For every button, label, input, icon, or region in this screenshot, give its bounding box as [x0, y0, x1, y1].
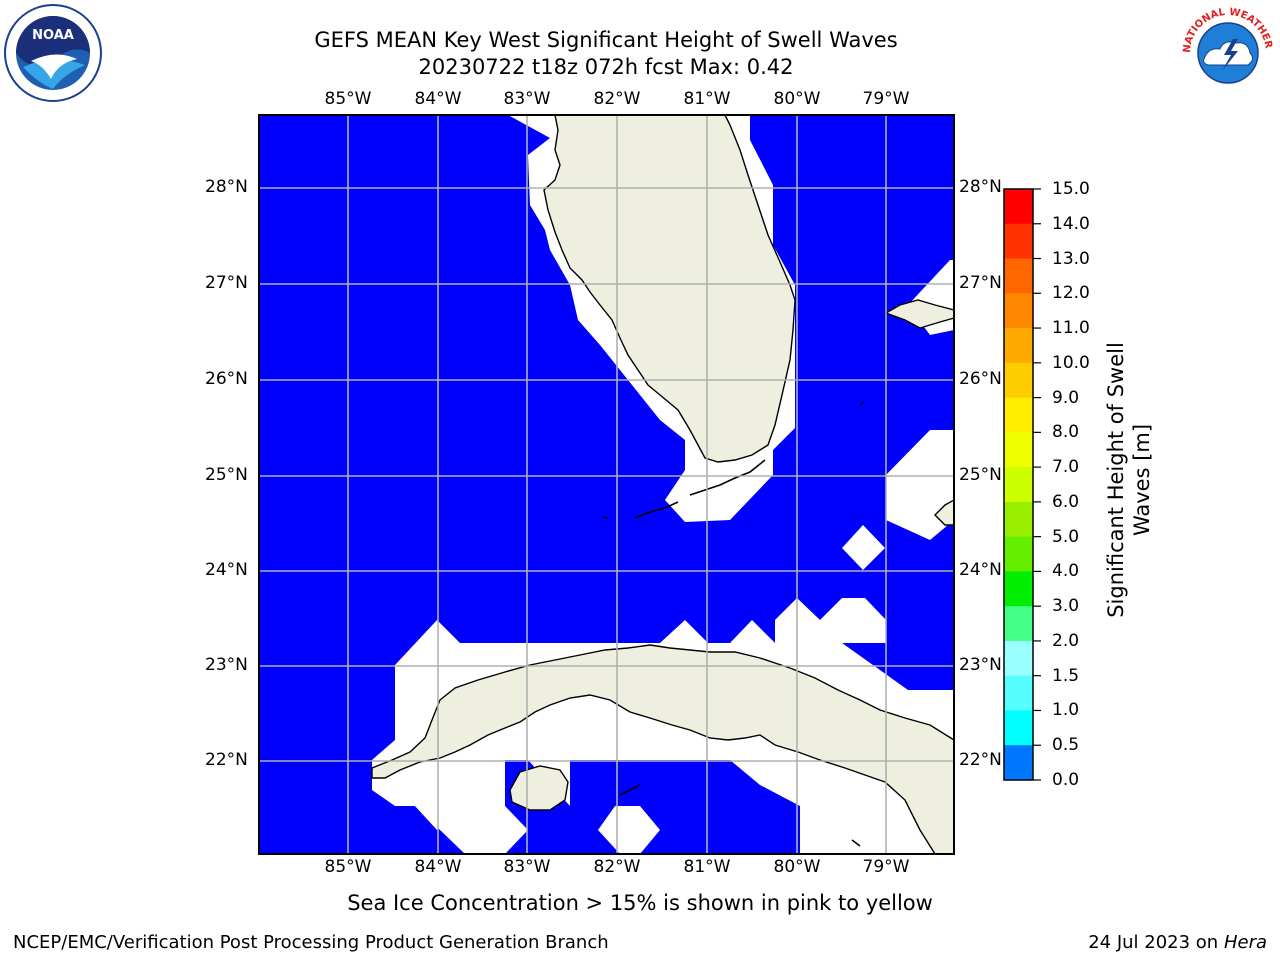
colorbar-tick: 13.0: [1052, 249, 1090, 269]
colorbar-segment: [1004, 745, 1033, 781]
colorbar-segment: [1004, 675, 1033, 711]
lat-label-left: 27°N: [205, 273, 248, 293]
footer-date-text: 24 Jul 2023 on: [1088, 932, 1224, 953]
sea-ice-note: Sea Ice Concentration > 15% is shown in …: [347, 891, 933, 915]
colorbar-tick: 10.0: [1052, 353, 1090, 373]
chart-title: GEFS MEAN Key West Significant Height of…: [314, 28, 898, 52]
islands: [602, 401, 865, 847]
lon-label-bottom: 85°W: [324, 857, 372, 877]
colorbar-segment: [1004, 571, 1033, 607]
isla-juventud: [509, 765, 569, 811]
colorbar-segment: [1004, 536, 1033, 572]
colorbar-tick: 5.0: [1052, 527, 1080, 547]
florida-land: [543, 115, 796, 463]
colorbar-tick: 0.0: [1052, 770, 1080, 790]
lat-label-left: 28°N: [205, 177, 248, 197]
lon-label-bottom: 81°W: [683, 857, 731, 877]
colorbar-segment: [1004, 606, 1033, 642]
colorbar-tick: 3.0: [1052, 596, 1080, 616]
colorbar-frame: [1003, 188, 1034, 781]
lon-label-top: 85°W: [324, 89, 372, 109]
lat-label-left: 24°N: [205, 560, 248, 580]
lon-label-bottom: 79°W: [862, 857, 910, 877]
colorbar-tick: 9.0: [1052, 388, 1080, 408]
colorbar-segment: [1004, 258, 1033, 294]
colorbar-tick: 14.0: [1052, 214, 1090, 234]
colorbar-label: Significant Height of Swell Waves [m]: [1104, 342, 1154, 618]
colorbar-segment: [1004, 397, 1033, 433]
colorbar-tick: 6.0: [1052, 492, 1080, 512]
land-masses: [371, 115, 954, 854]
colorbar-tick: 8.0: [1052, 422, 1080, 442]
lat-label-right: 23°N: [959, 655, 1002, 675]
lon-label-bottom: 80°W: [773, 857, 821, 877]
svg-text:Waves [m]: Waves [m]: [1130, 424, 1154, 536]
lat-label-right: 27°N: [959, 273, 1002, 293]
colorbar-tick: 1.0: [1052, 700, 1080, 720]
lon-label-bottom: 83°W: [503, 857, 551, 877]
map-panel: [258, 114, 955, 855]
colorbar-tick: 0.5: [1052, 735, 1080, 755]
colorbar-segment: [1004, 189, 1033, 225]
colorbar-tick: 2.0: [1052, 631, 1080, 651]
lat-label-left: 22°N: [205, 750, 248, 770]
colorbar-segment: [1004, 432, 1033, 468]
lat-label-right: 28°N: [959, 177, 1002, 197]
colorbar-tick: 12.0: [1052, 283, 1090, 303]
colorbar-tick: 1.5: [1052, 666, 1080, 686]
colorbar-tick: 7.0: [1052, 457, 1080, 477]
svg-text:Significant Height of Swell: Significant Height of Swell: [1104, 342, 1128, 618]
footer-date: 24 Jul 2023 on Hera: [1000, 932, 1267, 953]
noaa-logo-text: NOAA: [32, 28, 74, 43]
colorbar-segment: [1004, 328, 1033, 364]
chart-subtitle: 20230722 t18z 072h fcst Max: 0.42: [418, 55, 794, 79]
lon-label-top: 83°W: [503, 89, 551, 109]
lon-label-top: 82°W: [593, 89, 641, 109]
noaa-logo: NOAA: [4, 4, 102, 102]
lat-label-left: 26°N: [205, 369, 248, 389]
graticule: [259, 115, 954, 854]
lon-label-bottom: 82°W: [593, 857, 641, 877]
colorbar: [1003, 188, 1041, 781]
lat-label-left: 23°N: [205, 655, 248, 675]
colorbar-segment: [1004, 640, 1033, 677]
colorbar-tick: 15.0: [1052, 179, 1090, 199]
lon-label-top: 79°W: [862, 89, 910, 109]
colorbar-segment: [1004, 293, 1033, 329]
colorbar-segment: [1004, 501, 1033, 538]
colorbar-tick: 11.0: [1052, 318, 1090, 338]
lon-label-top: 81°W: [683, 89, 731, 109]
nws-logo: NATIONAL WEATHER SERVICE: [1178, 3, 1276, 101]
footer-machine: Hera: [1223, 932, 1267, 953]
colorbar-segment: [1004, 223, 1033, 260]
colorbar-segment: [1004, 710, 1033, 746]
colorbar-segment: [1004, 467, 1033, 503]
footer-branch: NCEP/EMC/Verification Post Processing Pr…: [13, 932, 609, 953]
lat-label-right: 25°N: [959, 465, 1002, 485]
lon-label-top: 80°W: [773, 89, 821, 109]
lat-label-left: 25°N: [205, 465, 248, 485]
cuba-land: [371, 644, 954, 854]
lat-label-right: 22°N: [959, 750, 1002, 770]
colorbar-tick: 4.0: [1052, 561, 1080, 581]
lat-label-right: 24°N: [959, 560, 1002, 580]
colorbar-segment: [1004, 362, 1033, 399]
lon-label-bottom: 84°W: [414, 857, 462, 877]
lon-label-top: 84°W: [414, 89, 462, 109]
lat-label-right: 26°N: [959, 369, 1002, 389]
